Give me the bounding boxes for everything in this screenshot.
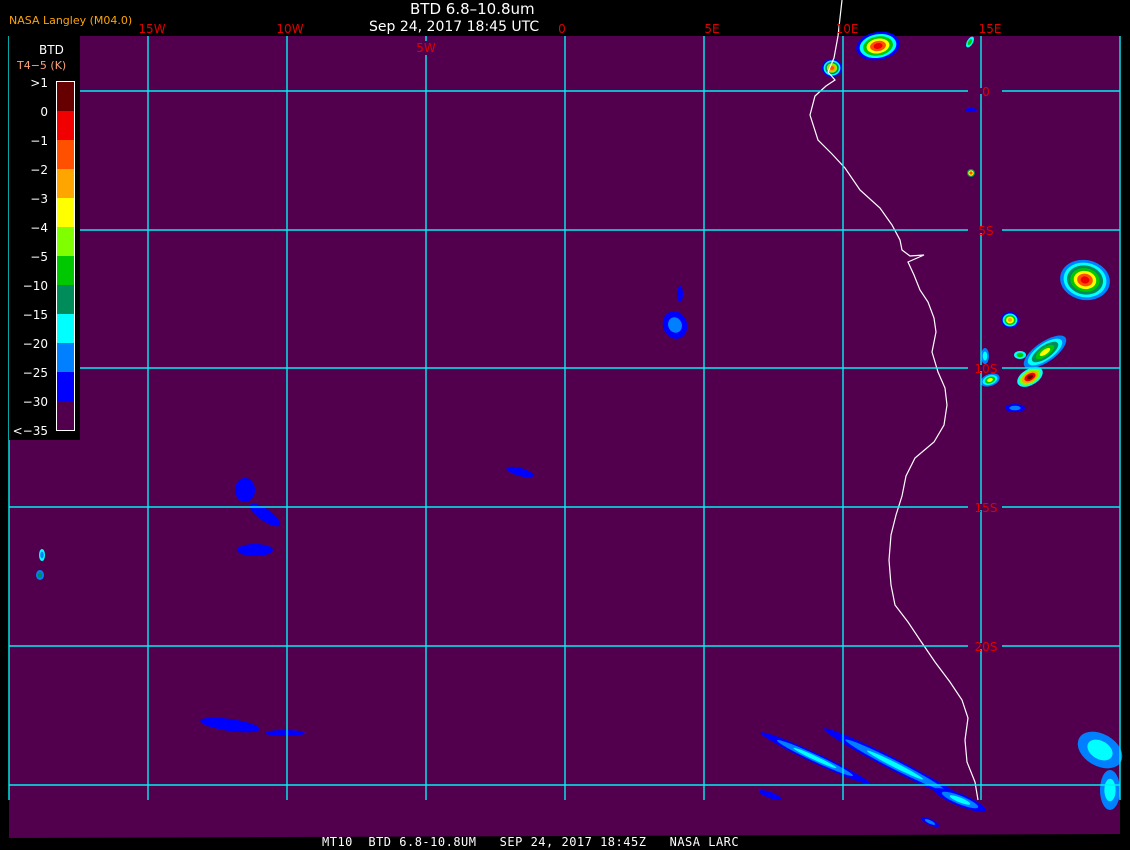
legend-label: −10 <box>22 279 48 293</box>
longitude-label: 5W <box>416 41 436 55</box>
legend-label: −15 <box>22 308 48 322</box>
datetime-subtitle: Sep 24, 2017 18:45 UTC <box>369 19 540 35</box>
cloud-region <box>969 171 973 175</box>
legend-label: −1 <box>30 134 48 148</box>
cloud-region <box>1016 352 1024 358</box>
cloud-region <box>987 378 993 382</box>
cloud-region <box>949 795 971 805</box>
product-title: BTD 6.8–10.8um <box>410 0 535 18</box>
longitude-label: 10E <box>836 22 859 36</box>
longitude-label: 15W <box>138 22 165 36</box>
legend-band <box>57 256 74 285</box>
latitude-label: 15S <box>975 501 998 515</box>
longitude-label: 15E <box>979 22 1002 36</box>
cloud-region <box>237 544 273 556</box>
cloud-region <box>967 38 973 46</box>
cloud-region <box>829 66 835 70</box>
cloud-region <box>249 503 281 527</box>
cloud-region <box>793 747 837 769</box>
cloud-region <box>40 551 44 559</box>
cloud-region <box>873 43 883 49</box>
coastline <box>809 0 979 801</box>
legend-band <box>57 198 74 227</box>
legend-label: 0 <box>40 105 48 119</box>
legend-band <box>57 82 74 111</box>
legend-units: T4−5 (K) <box>17 59 67 72</box>
legend-band <box>57 343 74 372</box>
legend-label: −4 <box>30 221 48 235</box>
cloud-region <box>265 730 305 736</box>
latitude-label: 10S <box>975 362 998 376</box>
cloud-region <box>668 317 682 333</box>
legend-label: >1 <box>30 76 48 90</box>
cloud-region <box>982 351 988 361</box>
legend-band <box>57 140 74 169</box>
legend-title: BTD <box>39 43 64 57</box>
legend-label: <−35 <box>12 424 48 438</box>
cloud-region <box>200 717 260 733</box>
latitude-label: 20S <box>975 640 998 654</box>
grid-labels: 15W 10W 5W 0 5E 10E 15E 0 5S 10S 15S 20S <box>138 22 1002 654</box>
legend-label: −5 <box>30 250 48 264</box>
cloud-region <box>677 286 683 302</box>
cloud-region <box>1104 778 1116 802</box>
cloud-region <box>924 819 936 825</box>
latitude-label: 0 <box>982 85 990 99</box>
cloud-region <box>37 572 43 578</box>
legend-label: −20 <box>22 337 48 351</box>
legend-band <box>57 314 74 343</box>
legend-label: −3 <box>30 192 48 206</box>
cloud-region <box>1080 276 1090 284</box>
color-legend: BTD T4−5 (K) >1 0 −1 −2 −3 −4 −5 −10 −15 −20 −25 −3… <box>9 36 80 440</box>
legend-label: −2 <box>30 163 48 177</box>
legend-band <box>57 285 74 314</box>
longitude-label: 10W <box>276 22 303 36</box>
cloud-region <box>758 790 782 800</box>
legend-band <box>57 111 74 140</box>
latitude-label: 5S <box>978 224 993 238</box>
longitude-label: 5E <box>704 22 719 36</box>
legend-label: −30 <box>22 395 48 409</box>
legend-band <box>57 401 74 430</box>
cloud-features <box>36 31 1123 828</box>
cloud-region <box>1026 374 1034 380</box>
cloud-region <box>866 750 924 780</box>
cloud-region <box>1007 318 1013 322</box>
cloud-region <box>506 466 534 478</box>
cloud-region <box>235 478 255 502</box>
cloud-region <box>965 108 977 112</box>
legend-colorbar <box>56 81 75 431</box>
lat-lon-grid <box>8 36 1121 800</box>
cloud-region <box>1039 347 1051 357</box>
legend-label: −25 <box>22 366 48 380</box>
legend-band <box>57 372 74 401</box>
footer-caption: MT10 BTD 6.8-10.8UM SEP 24, 2017 18:45Z … <box>322 835 740 849</box>
legend-band <box>57 169 74 198</box>
cloud-region <box>1087 739 1113 761</box>
cloud-region <box>1009 405 1021 411</box>
credit-label: NASA Langley (M04.0) <box>9 14 133 27</box>
longitude-label: 0 <box>558 22 566 36</box>
legend-band <box>57 227 74 256</box>
